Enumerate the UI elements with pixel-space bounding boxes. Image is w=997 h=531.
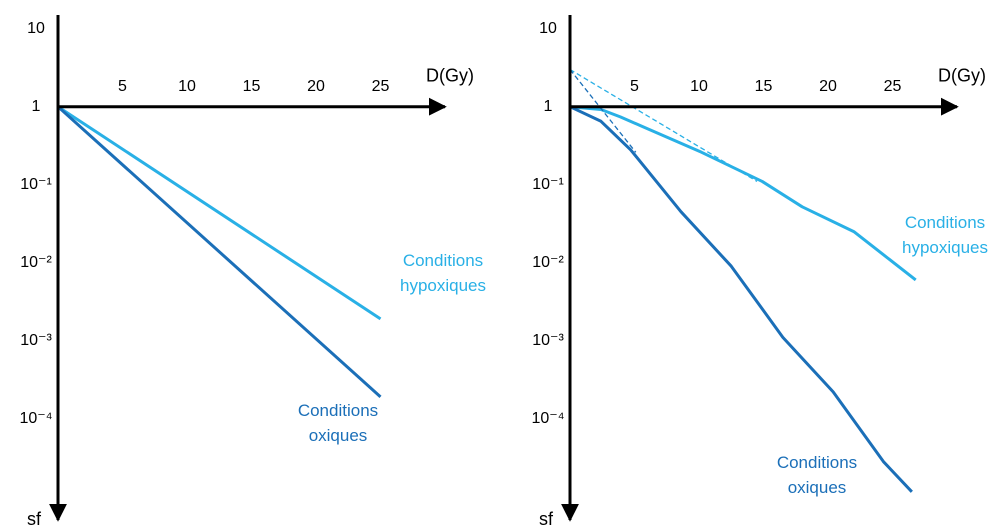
x-axis-label: D(Gy) [938, 65, 986, 85]
series-line [57, 105, 382, 321]
y-tick-label: 1 [544, 98, 553, 115]
series-label: Conditions hypoxiques [901, 213, 988, 257]
y-axis-label: sf [539, 509, 554, 529]
y-tick-label: 10⁻¹ [20, 176, 52, 193]
series-label: Conditions oxiques [776, 453, 858, 497]
y-tick-label: 10 [539, 20, 557, 37]
y-axis-label: sf [27, 509, 42, 529]
y-tick-label: 10 [27, 20, 45, 37]
y-tick-label: 10⁻² [20, 254, 52, 271]
y-tick-label: 10⁻⁴ [19, 410, 52, 427]
y-tick-label: 10⁻³ [20, 332, 52, 349]
x-tick-label: 20 [307, 78, 325, 95]
series-label: Conditions oxiques [297, 401, 379, 445]
x-axis-label: D(Gy) [426, 65, 474, 85]
series-label: Conditions hypoxiques [399, 251, 486, 295]
y-tick-label: 10⁻³ [532, 332, 564, 349]
x-tick-label: 10 [178, 78, 196, 95]
x-tick-label: 10 [690, 78, 708, 95]
x-tick-label: 5 [630, 78, 639, 95]
x-tick-label: 25 [884, 78, 902, 95]
y-tick-label: 1 [32, 98, 41, 115]
x-tick-label: 15 [243, 78, 261, 95]
y-tick-label: 10⁻¹ [532, 176, 564, 193]
x-tick-label: 25 [372, 78, 390, 95]
x-tick-label: 20 [819, 78, 837, 95]
x-tick-label: 5 [118, 78, 127, 95]
series-line [569, 105, 913, 493]
y-tick-label: 10⁻² [532, 254, 564, 271]
series-line [569, 105, 917, 282]
series-line [56, 105, 382, 398]
y-tick-label: 10⁻⁴ [531, 410, 564, 427]
extrapolation-line [569, 68, 758, 182]
x-tick-label: 15 [755, 78, 773, 95]
extrapolation-line [569, 69, 637, 153]
